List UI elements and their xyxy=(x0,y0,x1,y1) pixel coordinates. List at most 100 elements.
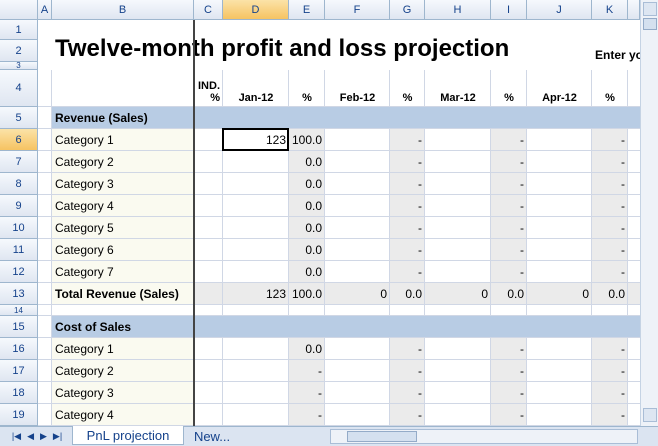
grid-line xyxy=(389,70,390,426)
sheet-title: Twelve-month profit and loss projection xyxy=(55,35,510,62)
cell: - xyxy=(418,155,422,169)
cell: - xyxy=(621,265,625,279)
note: Enter yo xyxy=(595,48,640,62)
nav-last[interactable]: ▶| xyxy=(52,431,63,441)
cell: Category 3 xyxy=(55,386,114,400)
selected-cell xyxy=(222,128,289,151)
cell-bg xyxy=(52,195,194,217)
cell-bg xyxy=(52,382,194,404)
cell-bg xyxy=(592,382,628,404)
grid-line xyxy=(490,70,491,426)
row-header: 2 xyxy=(0,40,38,62)
grid-line xyxy=(38,315,640,316)
cell: Category 7 xyxy=(55,265,114,279)
vertical-scrollbar[interactable] xyxy=(640,0,658,426)
section-band xyxy=(52,107,640,128)
cell: - xyxy=(520,243,524,257)
cell-bg xyxy=(592,173,628,195)
cell-bg xyxy=(491,404,527,426)
cell-bg xyxy=(491,151,527,173)
cell: 0.0 xyxy=(507,287,524,301)
nav-first[interactable]: |◀ xyxy=(11,431,22,441)
nav-next[interactable]: ▶ xyxy=(40,431,47,441)
scroll-thumb[interactable] xyxy=(643,18,657,30)
row-header: 6 xyxy=(0,129,38,151)
cell-bg xyxy=(592,360,628,382)
scroll-down[interactable] xyxy=(643,408,657,422)
cell-bg xyxy=(592,151,628,173)
corner xyxy=(0,0,38,20)
cell: 0.0 xyxy=(405,287,422,301)
scroll-thumb[interactable] xyxy=(347,431,417,442)
cell-bg xyxy=(592,217,628,239)
grid-line xyxy=(38,150,640,151)
grid-line xyxy=(324,70,325,426)
column-header: B xyxy=(52,0,194,20)
cell: - xyxy=(621,177,625,191)
cell: - xyxy=(418,243,422,257)
sheet-tab[interactable]: New... xyxy=(193,428,231,444)
cell: 0.0 xyxy=(305,221,322,235)
sheet-tab-active[interactable]: PnL projection xyxy=(72,426,184,445)
sheet-navigation[interactable]: |◀ ◀ ▶ ▶| xyxy=(4,430,70,443)
cell-bg xyxy=(592,338,628,360)
cell-bg xyxy=(491,360,527,382)
column-header: D xyxy=(223,0,289,20)
row-header: 3 xyxy=(0,61,38,70)
column-header: C xyxy=(194,0,223,20)
grid-line xyxy=(38,128,640,129)
cell-bg xyxy=(592,195,628,217)
row-header: 4 xyxy=(0,70,38,107)
grid-line xyxy=(38,238,640,239)
cell: 0 xyxy=(380,287,387,301)
cell: - xyxy=(621,221,625,235)
cell-bg xyxy=(289,129,325,151)
horizontal-scrollbar[interactable] xyxy=(330,429,638,444)
grid-line xyxy=(627,70,628,426)
cell: - xyxy=(520,265,524,279)
cell-bg xyxy=(390,129,425,151)
column-heading: Jan-12 xyxy=(238,92,274,104)
scroll-up[interactable] xyxy=(643,2,657,16)
cell-bg xyxy=(289,173,325,195)
row-header: 11 xyxy=(0,239,38,261)
cell: - xyxy=(520,221,524,235)
cell: - xyxy=(621,342,625,356)
cell-bg xyxy=(52,404,194,426)
grid-line xyxy=(38,403,640,404)
grid-line xyxy=(38,106,640,107)
column-header: E xyxy=(289,0,325,20)
cell-bg xyxy=(390,338,425,360)
cell-bg xyxy=(390,382,425,404)
grid-line xyxy=(222,70,223,426)
cell-bg xyxy=(52,173,194,195)
cell: - xyxy=(621,199,625,213)
cell-bg xyxy=(289,195,325,217)
cell-bg xyxy=(390,195,425,217)
cell-bg xyxy=(592,239,628,261)
cell: - xyxy=(520,177,524,191)
column-header: G xyxy=(390,0,425,20)
cell: - xyxy=(520,342,524,356)
cell-bg xyxy=(289,239,325,261)
cell: - xyxy=(418,221,422,235)
cell: - xyxy=(418,199,422,213)
column-header: F xyxy=(325,0,390,20)
column-heading: Mar-12 xyxy=(440,92,476,104)
grid-line xyxy=(51,70,52,426)
cell-bg xyxy=(491,129,527,151)
column-header: A xyxy=(38,0,52,20)
cell-bg xyxy=(289,404,325,426)
cell: 0.0 xyxy=(608,287,625,301)
row-header: 8 xyxy=(0,173,38,195)
nav-prev[interactable]: ◀ xyxy=(27,431,34,441)
grid-line xyxy=(38,172,640,173)
grid-line xyxy=(288,70,289,426)
cell: - xyxy=(621,243,625,257)
cell: 100.0 xyxy=(291,133,322,147)
cell-bg xyxy=(390,239,425,261)
cell: - xyxy=(418,364,422,378)
cell-bg xyxy=(52,360,194,382)
cell-bg xyxy=(289,360,325,382)
cell: Revenue (Sales) xyxy=(55,111,148,125)
